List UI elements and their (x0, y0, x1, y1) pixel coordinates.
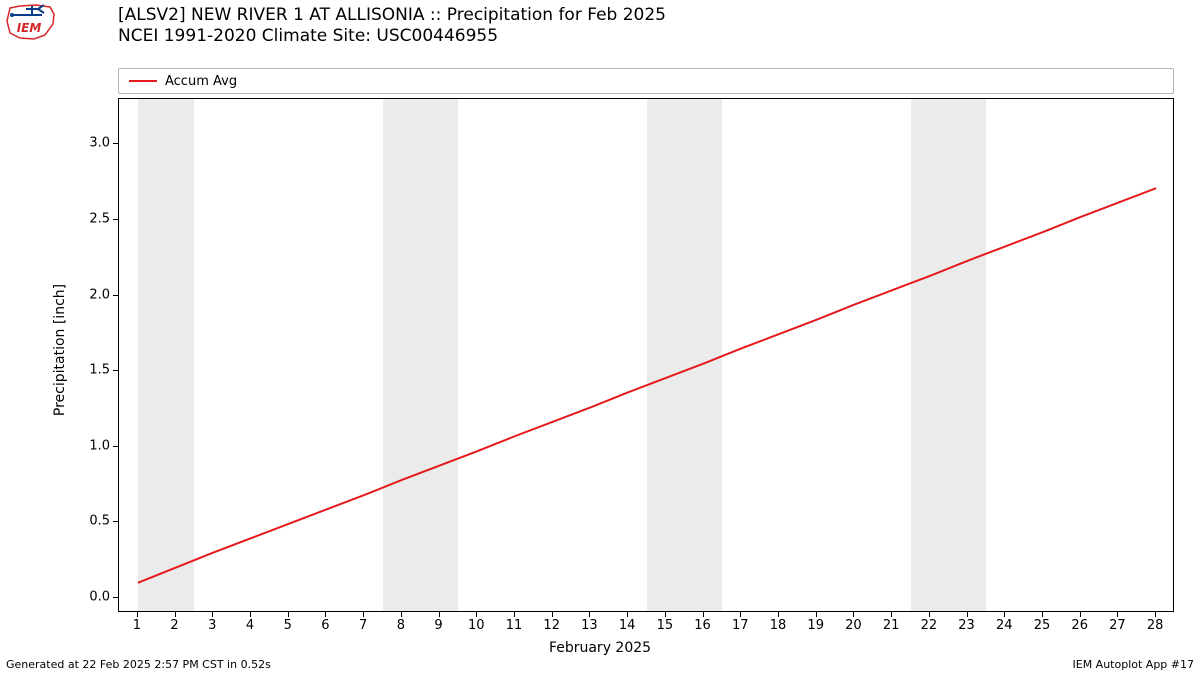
y-tick-label: 2.5 (89, 211, 110, 226)
x-tick-mark (665, 612, 666, 617)
y-tick-label: 2.0 (89, 287, 110, 302)
x-tick-mark (1004, 612, 1005, 617)
x-axis-label: February 2025 (0, 640, 1200, 656)
y-tick-label: 3.0 (89, 136, 110, 151)
x-tick-label: 23 (958, 618, 975, 633)
x-tick-label: 3 (208, 618, 216, 633)
x-tick-label: 4 (246, 618, 254, 633)
x-tick-label: 5 (284, 618, 292, 633)
x-tick-mark (212, 612, 213, 617)
svg-text:IEM: IEM (17, 21, 42, 35)
chart-title-line1: [ALSV2] NEW RIVER 1 AT ALLISONIA :: Prec… (118, 5, 666, 26)
x-tick-mark (627, 612, 628, 617)
y-tick-label: 0.5 (89, 514, 110, 529)
x-tick-mark (401, 612, 402, 617)
y-tick-mark (113, 295, 118, 296)
x-tick-label: 17 (732, 618, 749, 633)
x-tick-label: 10 (468, 618, 485, 633)
x-tick-label: 11 (506, 618, 523, 633)
y-tick-label: 1.0 (89, 438, 110, 453)
x-tick-mark (325, 612, 326, 617)
x-tick-mark (1155, 612, 1156, 617)
chart-title: [ALSV2] NEW RIVER 1 AT ALLISONIA :: Prec… (118, 5, 666, 48)
x-tick-mark (363, 612, 364, 617)
x-tick-mark (778, 612, 779, 617)
x-tick-label: 1 (133, 618, 141, 633)
footer-generated: Generated at 22 Feb 2025 2:57 PM CST in … (6, 658, 271, 671)
x-tick-label: 20 (845, 618, 862, 633)
x-tick-label: 21 (883, 618, 900, 633)
x-tick-label: 24 (996, 618, 1013, 633)
x-tick-mark (589, 612, 590, 617)
y-tick-label: 1.5 (89, 363, 110, 378)
x-tick-mark (1042, 612, 1043, 617)
legend-swatch (129, 80, 157, 82)
x-tick-label: 7 (359, 618, 367, 633)
chart-title-line2: NCEI 1991-2020 Climate Site: USC00446955 (118, 26, 666, 47)
x-tick-mark (288, 612, 289, 617)
x-tick-mark (250, 612, 251, 617)
y-tick-mark (113, 370, 118, 371)
x-tick-mark (137, 612, 138, 617)
x-tick-mark (175, 612, 176, 617)
x-tick-label: 27 (1109, 618, 1126, 633)
x-tick-label: 9 (434, 618, 442, 633)
x-tick-label: 8 (397, 618, 405, 633)
x-tick-mark (853, 612, 854, 617)
plot-area (118, 98, 1174, 612)
x-tick-label: 22 (921, 618, 938, 633)
x-tick-label: 16 (694, 618, 711, 633)
x-tick-label: 2 (170, 618, 178, 633)
footer-app: IEM Autoplot App #17 (1073, 658, 1195, 671)
x-tick-mark (514, 612, 515, 617)
y-tick-mark (113, 521, 118, 522)
x-tick-label: 25 (1034, 618, 1051, 633)
x-tick-mark (967, 612, 968, 617)
x-tick-label: 12 (543, 618, 560, 633)
chart-svg (119, 99, 1175, 613)
x-tick-mark (439, 612, 440, 617)
y-tick-mark (113, 597, 118, 598)
x-tick-mark (740, 612, 741, 617)
x-tick-label: 15 (657, 618, 674, 633)
x-tick-mark (929, 612, 930, 617)
legend-label: Accum Avg (165, 74, 237, 89)
y-tick-mark (113, 219, 118, 220)
x-tick-label: 28 (1147, 618, 1164, 633)
x-tick-label: 6 (321, 618, 329, 633)
y-tick-mark (113, 143, 118, 144)
x-tick-mark (476, 612, 477, 617)
x-tick-label: 14 (619, 618, 636, 633)
y-tick-label: 0.0 (89, 589, 110, 604)
x-tick-mark (1080, 612, 1081, 617)
y-axis-label: Precipitation [inch] (52, 284, 68, 416)
x-tick-mark (816, 612, 817, 617)
x-tick-mark (703, 612, 704, 617)
x-tick-mark (552, 612, 553, 617)
x-tick-label: 26 (1071, 618, 1088, 633)
series-line (138, 188, 1156, 583)
x-tick-mark (1117, 612, 1118, 617)
x-tick-label: 13 (581, 618, 598, 633)
x-tick-label: 18 (770, 618, 787, 633)
x-tick-mark (891, 612, 892, 617)
legend: Accum Avg (118, 68, 1174, 94)
iem-logo: IEM (2, 2, 57, 42)
y-tick-mark (113, 446, 118, 447)
x-tick-label: 19 (807, 618, 824, 633)
